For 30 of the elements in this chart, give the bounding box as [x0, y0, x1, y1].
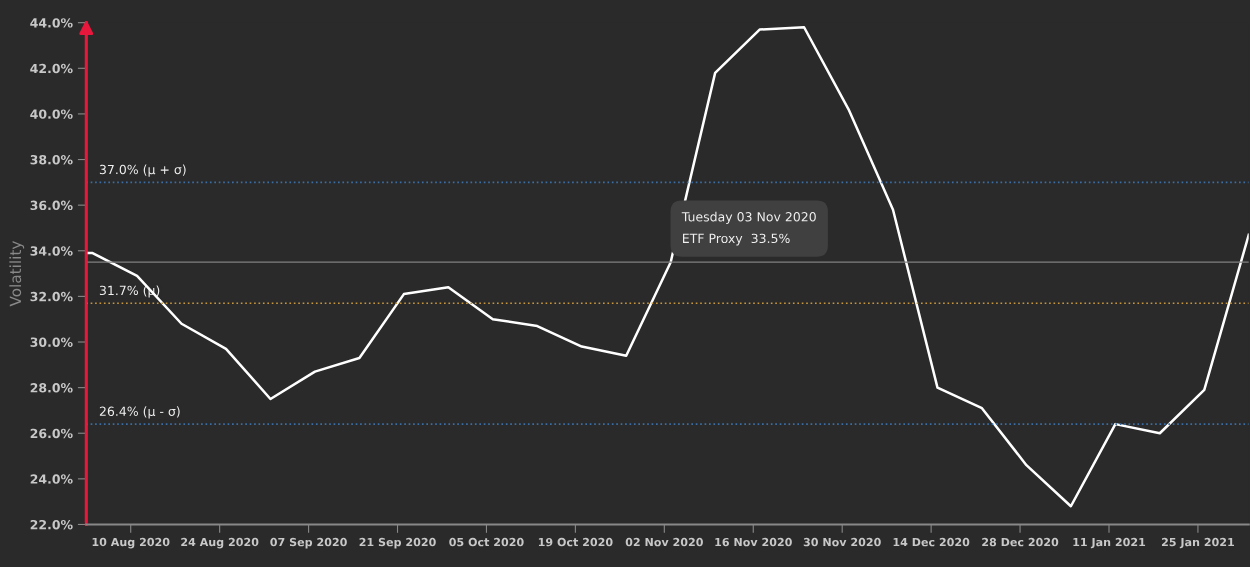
x-tick-label: 30 Nov 2020: [803, 537, 881, 547]
y-tick-label: 40.0%: [30, 109, 73, 119]
annotation: Tuesday 03 Nov 2020 ETF Proxy 33.5%: [681, 211, 816, 246]
ref-line-label: 26.4% (μ - σ): [99, 406, 180, 419]
x-tick-label: 19 Oct 2020: [538, 537, 613, 547]
ref-line-label: 37.0% (μ + σ): [99, 164, 186, 177]
y-tick-label: 34.0%: [30, 246, 73, 256]
x-tick-label: 11 Jan 2021: [1073, 537, 1146, 549]
y-tick-label: 22.0%: [30, 519, 73, 530]
y-tick-label: 24.0%: [30, 474, 73, 484]
y-tick-label: 28.0%: [30, 383, 73, 393]
x-tick-label: 05 Oct 2020: [449, 537, 524, 547]
x-tick-label: 10 Aug 2020: [92, 537, 170, 549]
x-tick-label: 16 Nov 2020: [715, 537, 792, 547]
y-tick-label: 36.0%: [30, 200, 73, 211]
y-tick-label: 42.0%: [30, 63, 73, 74]
line-series: [86, 25, 1249, 508]
y-axis-title: Volatility: [9, 241, 25, 307]
y-tick-label: 26.0%: [30, 428, 73, 439]
x-tick-label: 25 Jan 2021: [1161, 537, 1234, 549]
y-tick-label: 32.0%: [30, 291, 73, 302]
x-tick-label: 02 Nov 2020: [625, 537, 703, 547]
x-tick-label: 21 Sep 2020: [359, 537, 436, 549]
x-tick-label: 14 Dec 2020: [893, 537, 970, 547]
y-tick-label: 38.0%: [30, 155, 73, 165]
x-tick-label: 24 Aug 2020: [181, 537, 259, 549]
y-tick-label: 44.0%: [30, 18, 73, 28]
x-tick-label: 28 Dec 2020: [982, 537, 1059, 547]
x-tick-label: 07 Sep 2020: [270, 537, 347, 549]
y-tick-label: 30.0%: [30, 337, 73, 347]
